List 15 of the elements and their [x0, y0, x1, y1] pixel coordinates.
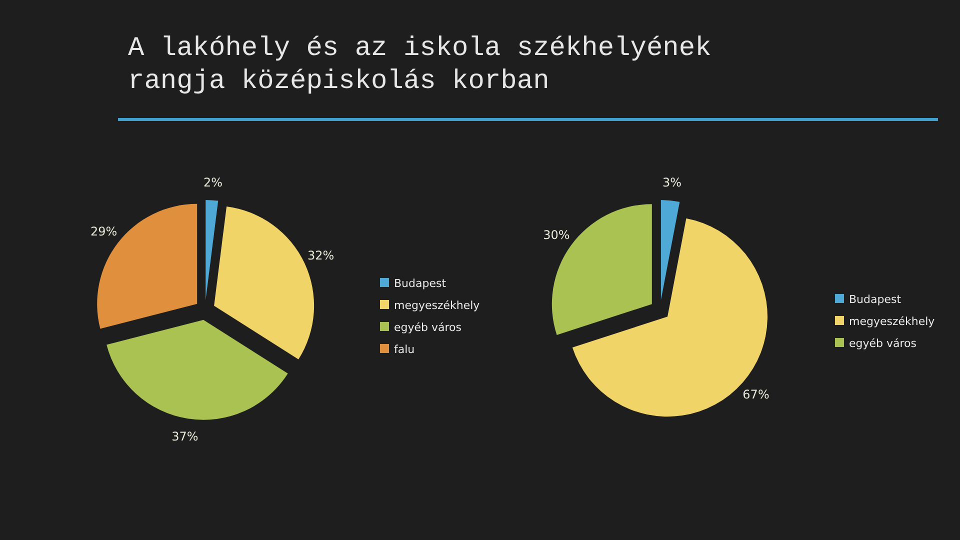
- legend-label: egyéb város: [849, 337, 917, 350]
- legend-label: Budapest: [394, 277, 447, 290]
- legend-label: egyéb város: [394, 321, 462, 334]
- legend-label: megyeszékhely: [394, 299, 480, 312]
- legend-label: megyeszékhely: [849, 315, 936, 328]
- chart-title: A lakóhely és az iskola székhelyének rangja középiskolás korban: [128, 34, 712, 97]
- legend-label: Budapest: [849, 293, 902, 306]
- data-label: 2%: [204, 175, 223, 190]
- data-label: 29%: [90, 224, 118, 239]
- data-label: 30%: [543, 228, 570, 242]
- data-label: 32%: [307, 248, 334, 262]
- data-label: 37%: [172, 429, 198, 444]
- data-label: 67%: [742, 388, 770, 402]
- legend-label: falu: [394, 343, 415, 356]
- data-label: 3%: [662, 176, 682, 190]
